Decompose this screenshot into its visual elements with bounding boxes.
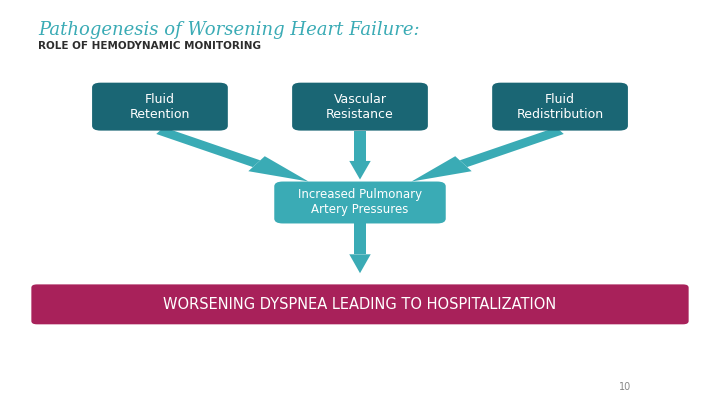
Polygon shape — [349, 254, 371, 273]
Text: Fluid
Redistribution: Fluid Redistribution — [516, 93, 603, 121]
FancyBboxPatch shape — [492, 83, 628, 130]
Polygon shape — [248, 156, 309, 181]
Text: Increased Pulmonary
Artery Pressures: Increased Pulmonary Artery Pressures — [298, 188, 422, 217]
Text: 10: 10 — [619, 382, 631, 392]
Polygon shape — [349, 161, 371, 179]
Polygon shape — [156, 127, 260, 167]
Polygon shape — [354, 130, 366, 161]
Polygon shape — [411, 156, 472, 181]
FancyBboxPatch shape — [274, 181, 446, 224]
Text: Fluid
Retention: Fluid Retention — [130, 93, 190, 121]
Polygon shape — [354, 224, 366, 254]
FancyBboxPatch shape — [92, 83, 228, 130]
Polygon shape — [460, 127, 564, 167]
Text: Vascular
Resistance: Vascular Resistance — [326, 93, 394, 121]
FancyBboxPatch shape — [292, 83, 428, 130]
Text: Pathogenesis of Worsening Heart Failure:: Pathogenesis of Worsening Heart Failure: — [38, 21, 420, 39]
FancyBboxPatch shape — [32, 284, 688, 324]
Text: WORSENING DYSPNEA LEADING TO HOSPITALIZATION: WORSENING DYSPNEA LEADING TO HOSPITALIZA… — [163, 297, 557, 312]
Text: ROLE OF HEMODYNAMIC MONITORING: ROLE OF HEMODYNAMIC MONITORING — [38, 41, 261, 51]
